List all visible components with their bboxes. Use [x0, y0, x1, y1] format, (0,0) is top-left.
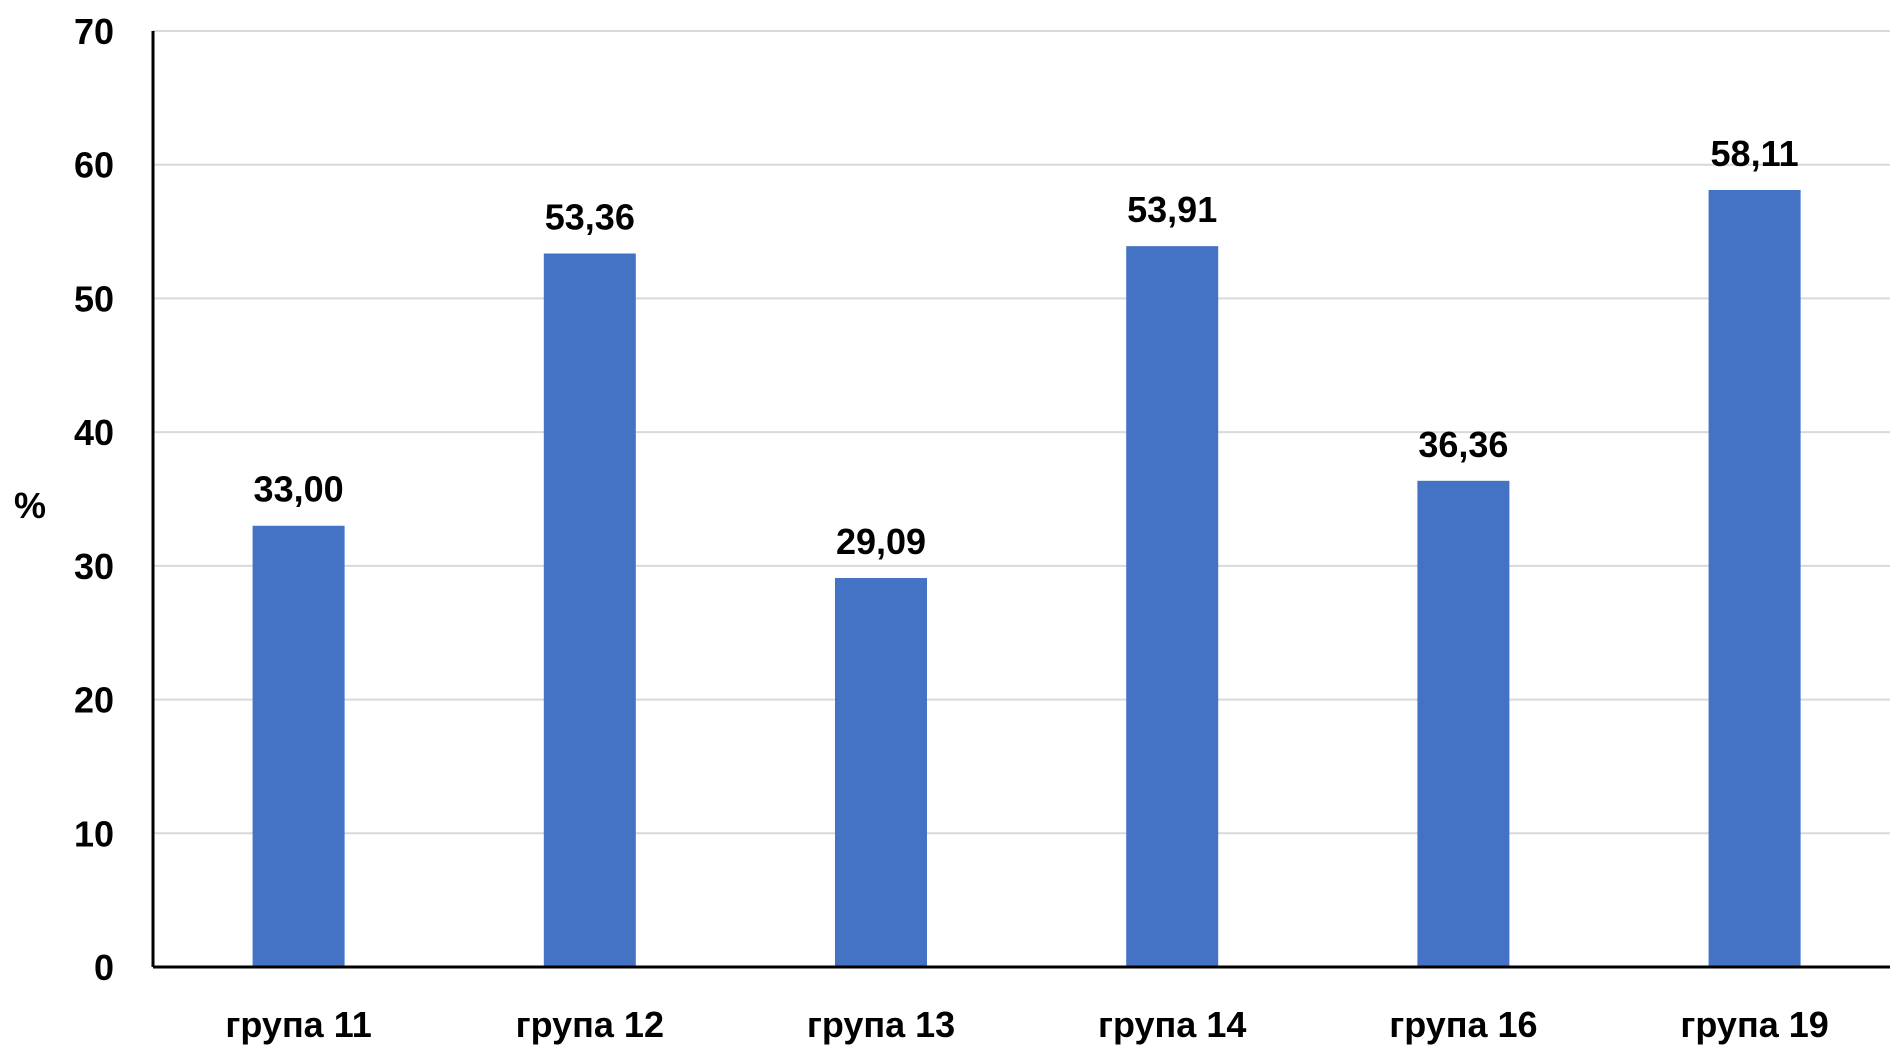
- data-label: 29,09: [836, 521, 926, 562]
- x-tick-label: група 19: [1680, 1004, 1828, 1045]
- data-labels: 33,00 53,36 29,09 53,91 36,36 58,11: [254, 133, 1799, 562]
- data-label: 36,36: [1418, 424, 1508, 465]
- bar: [1126, 246, 1218, 967]
- bars: [253, 190, 1801, 967]
- gridlines: [153, 31, 1890, 833]
- x-tick-label: група 12: [516, 1004, 664, 1045]
- y-tick-label: 20: [74, 680, 114, 721]
- data-label: 53,36: [545, 197, 635, 238]
- y-tick-label: 0: [94, 947, 114, 988]
- bar: [253, 526, 345, 967]
- x-tick-label: група 16: [1389, 1004, 1537, 1045]
- y-tick-label: 40: [74, 412, 114, 453]
- x-tick-label: група 14: [1098, 1004, 1246, 1045]
- bar: [835, 578, 927, 967]
- y-tick-label: 70: [74, 11, 114, 52]
- x-tick-label: група 13: [807, 1004, 955, 1045]
- y-tick-label: 50: [74, 278, 114, 319]
- x-tick-labels: група 11 група 12 група 13 група 14 група 16…: [225, 1004, 1828, 1045]
- bar: [1709, 190, 1801, 967]
- data-label: 58,11: [1711, 133, 1799, 174]
- bar: [544, 254, 636, 967]
- y-tick-label: 60: [74, 145, 114, 186]
- y-tick-labels: 0 10 20 30 40 50 60 70: [74, 11, 114, 988]
- x-tick-label: група 11: [225, 1004, 371, 1045]
- y-tick-label: 10: [74, 813, 114, 854]
- y-axis-label: %: [14, 485, 46, 526]
- data-label: 53,91: [1127, 189, 1217, 230]
- y-tick-label: 30: [74, 546, 114, 587]
- data-label: 33,00: [254, 469, 344, 510]
- bar: [1417, 481, 1509, 967]
